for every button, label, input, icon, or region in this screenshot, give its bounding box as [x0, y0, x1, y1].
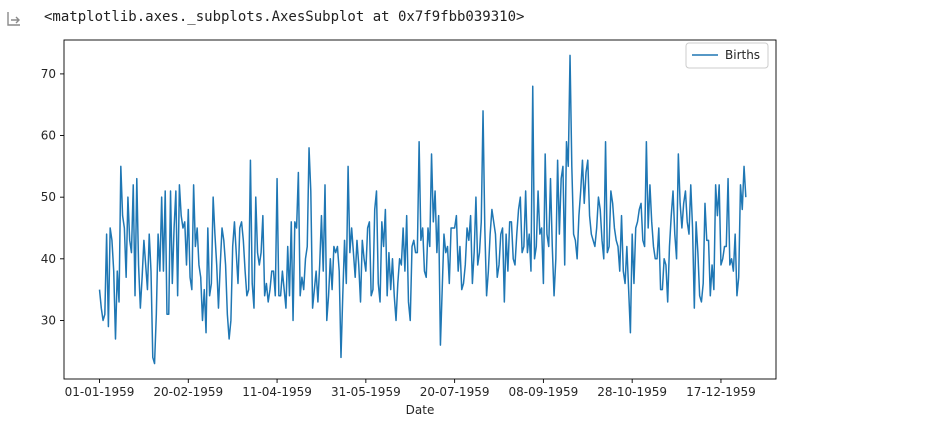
y-tick-label: 70 — [41, 67, 56, 81]
x-axis: 01-01-1959 20-02-1959 11-04-1959 31-05-1959… — [65, 379, 756, 399]
y-tick-label: 60 — [41, 129, 56, 143]
y-axis: 30 40 50 60 70 — [41, 67, 64, 327]
y-tick-label: 40 — [41, 252, 56, 266]
x-tick-label: 08-09-1959 — [509, 385, 579, 399]
x-axis-label: Date — [406, 403, 435, 417]
series-line-births — [98, 54, 747, 365]
x-tick-label: 17-12-1959 — [686, 385, 756, 399]
output-repr-text: <matplotlib.axes._subplots.AxesSubplot a… — [44, 9, 525, 25]
x-tick-label: 28-10-1959 — [597, 385, 667, 399]
legend: Births — [685, 42, 769, 69]
plot-frame — [63, 39, 777, 380]
y-tick-label: 50 — [41, 190, 56, 204]
legend-label-births: Births — [725, 48, 760, 62]
x-tick-label: 20-02-1959 — [153, 385, 223, 399]
x-tick-label: 11-04-1959 — [242, 385, 312, 399]
x-tick-label: 31-05-1959 — [331, 385, 401, 399]
x-tick-label: 20-07-1959 — [420, 385, 490, 399]
y-tick-label: 30 — [41, 313, 56, 327]
legend-box — [685, 42, 769, 69]
x-tick-label: 01-01-1959 — [65, 385, 135, 399]
output-arrow-icon[interactable] — [5, 10, 23, 28]
